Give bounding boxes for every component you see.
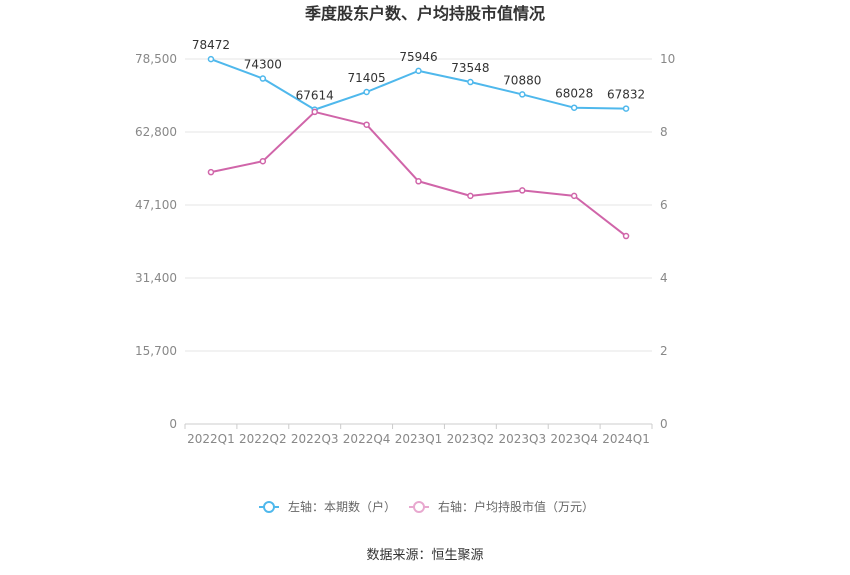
data-point[interactable] [207,55,215,63]
legend-left-series-marker [263,501,275,513]
right-tick-label: 6 [660,198,668,212]
right-tick-label: 4 [660,271,668,285]
data-label: 78472 [192,38,230,52]
series-line-avg-holding-value [210,110,627,237]
gridlines [185,58,652,425]
right-tick-label: 2 [660,344,668,358]
data-point[interactable] [207,168,215,176]
data-point[interactable] [259,75,267,82]
left-tick-label: 0 [169,417,177,431]
legend-right-series-label: 右轴：户均持股市值（万元） [438,499,594,514]
legend-item-left-series[interactable]: 左轴：本期数（户） [259,499,396,514]
data-point[interactable] [259,157,267,165]
right-tick-label: 0 [660,417,668,431]
x-tick-label: 2023Q2 [447,432,495,446]
x-tick-label: 2022Q4 [343,432,391,446]
legend-left-series-label: 左轴：本期数（户） [288,499,396,514]
left-tick-label: 31,400 [135,271,177,285]
data-point[interactable] [519,91,526,98]
data-label: 73548 [451,61,489,75]
data-point[interactable] [311,108,318,116]
legend-item-right-series[interactable]: 右轴：户均持股市值（万元） [409,499,594,514]
x-tick-label: 2022Q1 [187,432,235,446]
data-point[interactable] [415,178,422,185]
data-label: 71405 [348,71,386,85]
x-tick-label: 2023Q4 [550,432,598,446]
data-point[interactable] [363,121,370,128]
source-text: 数据来源：恒生聚源 [366,548,483,563]
data-label: 70880 [503,73,541,87]
chart-title: 季度股东户数、户均持股市值情况 [304,4,545,23]
data-point[interactable] [363,88,370,96]
data-label: 68028 [555,87,593,101]
x-axis-ticks: 2022Q1 2022Q2 2022Q3 2022Q4 2023Q1 2023Q2 2023… [184,424,653,446]
data-label: 74300 [244,58,282,72]
left-tick-label: 15,700 [135,344,177,358]
left-tick-label: 47,100 [135,198,177,212]
data-point[interactable] [622,105,630,112]
left-tick-label: 62,800 [135,125,177,139]
left-axis-ticks: 0 15,700 31,400 47,100 62,800 78,500 [135,52,177,431]
data-label: 75946 [399,50,437,64]
data-labels: 78472 74300 67614 71405 75946 73548 70880 68028… [192,38,645,102]
x-tick-label: 2024Q1 [602,432,650,446]
legend-right-series-marker [413,501,425,513]
right-tick-label: 10 [660,52,675,66]
data-point[interactable] [467,192,474,200]
x-tick-label: 2022Q2 [239,432,287,446]
data-point[interactable] [467,78,474,86]
left-tick-label: 78,500 [135,52,177,66]
data-point[interactable] [415,67,422,75]
data-label: 67614 [296,89,334,103]
legend[interactable]: 左轴：本期数（户） 右轴：户均持股市值（万元） [259,499,594,514]
x-tick-label: 2022Q3 [291,432,339,446]
right-axis-ticks: 0 2 4 6 8 10 [660,52,675,431]
data-point[interactable] [570,192,578,200]
data-label: 67832 [607,88,645,102]
data-point[interactable] [519,187,526,194]
x-tick-label: 2023Q1 [395,432,443,446]
data-point[interactable] [622,232,630,240]
x-tick-label: 2023Q3 [498,432,546,446]
series-layer [207,55,630,240]
right-tick-label: 8 [660,125,668,139]
data-point[interactable] [570,104,578,111]
